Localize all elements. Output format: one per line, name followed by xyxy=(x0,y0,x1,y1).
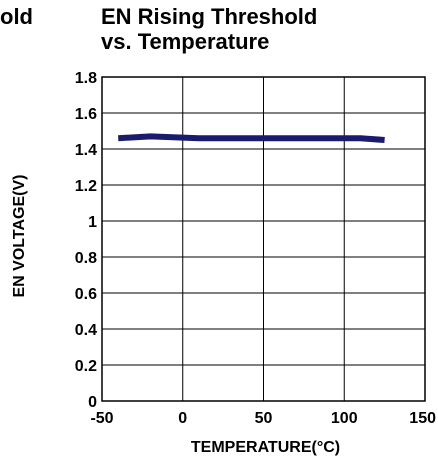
series-line-0 xyxy=(118,133,385,143)
x-tick-labels: -50 0 50 100 150 xyxy=(90,410,436,427)
y-tick-label-9: 1.8 xyxy=(75,70,97,87)
y-axis-label: EN VOLTAGE(V) xyxy=(11,175,28,298)
y-tick-label-5: 1 xyxy=(88,214,97,231)
y-tick-label-8: 1.6 xyxy=(75,106,97,123)
x-tick-label-4: 150 xyxy=(409,410,436,427)
series-group xyxy=(118,133,385,143)
y-tick-label-2: 0.4 xyxy=(75,322,97,339)
y-tick-label-7: 1.4 xyxy=(75,142,97,159)
x-tick-label-2: 50 xyxy=(255,410,273,427)
y-tick-label-6: 1.2 xyxy=(75,178,97,195)
y-tick-labels: 0 0.2 0.4 0.6 0.8 1 1.2 1.4 1.6 1.8 xyxy=(75,70,97,411)
plot-frame xyxy=(101,76,426,402)
grid-lines xyxy=(101,76,426,402)
x-tick-label-3: 100 xyxy=(331,410,358,427)
y-tick-label-3: 0.6 xyxy=(75,286,97,303)
x-tick-label-0: -50 xyxy=(90,410,113,427)
chart-title-line-2: vs. Temperature xyxy=(101,29,270,54)
chart-title-line-1: EN Rising Threshold xyxy=(101,4,318,29)
x-axis-label: TEMPERATURE(°C) xyxy=(191,439,340,456)
y-tick-label-0: 0 xyxy=(88,394,97,411)
y-tick-label-1: 0.2 xyxy=(75,358,97,375)
x-tick-label-1: 0 xyxy=(178,410,187,427)
y-tick-label-4: 0.8 xyxy=(75,250,97,267)
chart-title: EN Rising Threshold vs. Temperature xyxy=(101,4,317,54)
clipped-chart-title: old xyxy=(0,4,33,29)
